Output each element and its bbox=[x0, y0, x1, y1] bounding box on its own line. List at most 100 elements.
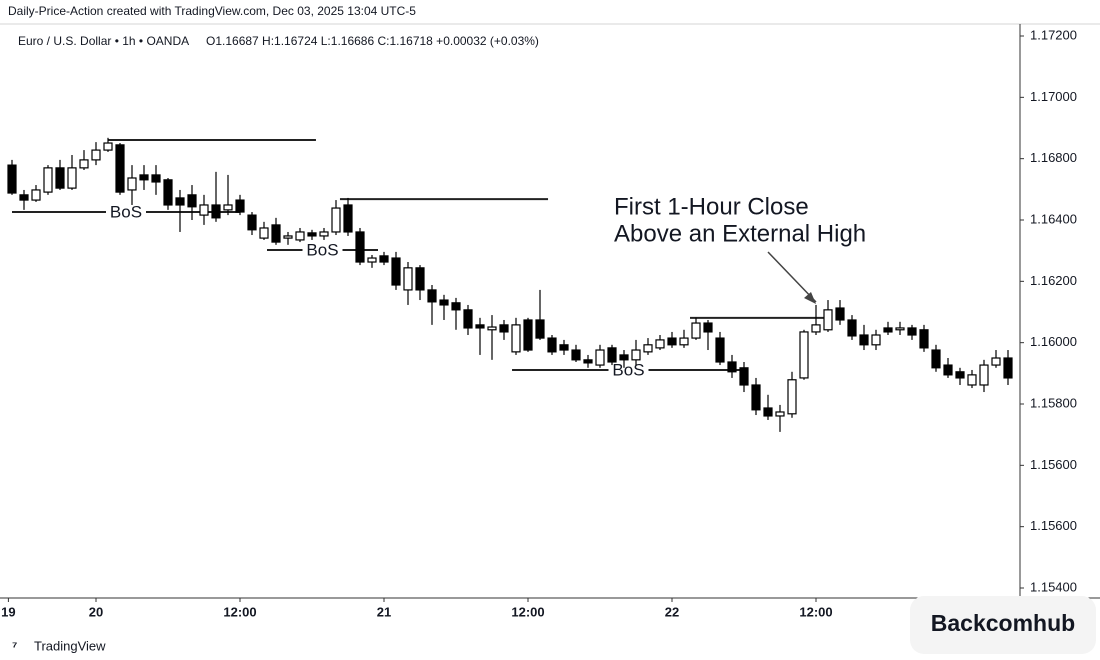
candle-body bbox=[439, 299, 449, 306]
x-tick-label: 19 bbox=[1, 604, 15, 619]
candle-body bbox=[799, 331, 809, 379]
candle-body bbox=[319, 231, 329, 237]
candle-body bbox=[823, 309, 833, 331]
candle-body bbox=[223, 204, 233, 211]
candle-body bbox=[991, 357, 1001, 366]
x-tick-label: 20 bbox=[89, 604, 103, 619]
candle-body bbox=[835, 307, 845, 321]
candle-body bbox=[547, 337, 557, 353]
candle-body bbox=[55, 167, 65, 189]
candle-body bbox=[727, 361, 737, 373]
candle-body bbox=[163, 179, 173, 206]
candle-body bbox=[499, 324, 509, 333]
x-tick-label: 22 bbox=[665, 604, 679, 619]
candle-body bbox=[211, 204, 221, 219]
candle-body bbox=[679, 337, 689, 346]
candle-body bbox=[523, 319, 533, 351]
candle-body bbox=[775, 411, 785, 417]
candle-body bbox=[703, 322, 713, 333]
y-tick-label: 1.15600 bbox=[1030, 518, 1077, 533]
y-tick-label: 1.16200 bbox=[1030, 273, 1077, 288]
candle-body bbox=[895, 327, 905, 331]
x-tick-label: 12:00 bbox=[511, 604, 544, 619]
y-tick-label: 1.17200 bbox=[1030, 27, 1077, 42]
candle-body bbox=[463, 309, 473, 329]
candle-body bbox=[763, 407, 773, 417]
bos-label: BoS bbox=[110, 203, 142, 222]
candle-body bbox=[643, 344, 653, 353]
x-tick-label: 21 bbox=[377, 604, 391, 619]
candle-body bbox=[667, 337, 677, 346]
candle-body bbox=[919, 329, 929, 349]
candle-body bbox=[175, 197, 185, 206]
watermark-bg bbox=[910, 596, 1096, 654]
candle-body bbox=[1003, 357, 1013, 379]
candle-body bbox=[379, 255, 389, 263]
tradingview-logo: ⁷ TradingView bbox=[12, 638, 106, 653]
x-tick-label: 12:00 bbox=[223, 604, 256, 619]
candle-body bbox=[787, 379, 797, 415]
label-bg bbox=[106, 202, 146, 223]
candle-body bbox=[139, 174, 149, 181]
annotation-line: Above an External High bbox=[614, 220, 866, 247]
bos-label: BoS bbox=[612, 360, 644, 379]
annotation-arrowhead bbox=[804, 292, 816, 304]
candle-body bbox=[355, 231, 365, 263]
candle-body bbox=[67, 167, 77, 189]
candle-body bbox=[475, 324, 485, 329]
candle-body bbox=[415, 267, 425, 291]
candle-body bbox=[43, 167, 53, 193]
candle-body bbox=[943, 364, 953, 376]
candle-body bbox=[595, 349, 605, 366]
candle-body bbox=[187, 194, 197, 208]
y-tick-label: 1.16400 bbox=[1030, 211, 1077, 226]
candle-body bbox=[235, 199, 245, 213]
candle-body bbox=[847, 319, 857, 337]
candle-body bbox=[535, 319, 545, 339]
watermark: Backcomhub bbox=[931, 610, 1075, 636]
candle-body bbox=[871, 334, 881, 346]
candle-body bbox=[739, 367, 749, 386]
y-tick-label: 1.15600 bbox=[1030, 457, 1077, 472]
candle-body bbox=[487, 326, 497, 331]
candle-body bbox=[511, 324, 521, 353]
candle-body bbox=[967, 374, 977, 386]
candle-body bbox=[451, 302, 461, 311]
candle-body bbox=[571, 349, 581, 361]
candle-body bbox=[271, 224, 281, 243]
candle-body bbox=[583, 359, 593, 364]
y-tick-label: 1.17000 bbox=[1030, 89, 1077, 104]
candle-body bbox=[691, 322, 701, 339]
candle-body bbox=[631, 349, 641, 361]
annotation-arrow bbox=[767, 251, 817, 303]
logo-text: TradingView bbox=[34, 638, 106, 653]
candle-body bbox=[343, 204, 353, 233]
candle-body bbox=[259, 227, 269, 239]
candle-body bbox=[427, 289, 437, 303]
ohlc-label: O1.16687 H:1.16724 L:1.16686 C:1.16718 +… bbox=[206, 34, 539, 48]
candle-body bbox=[331, 207, 341, 233]
y-tick-label: 1.15400 bbox=[1030, 579, 1077, 594]
candle-body bbox=[151, 174, 161, 183]
candle-body bbox=[307, 232, 317, 237]
candle-body bbox=[619, 354, 629, 361]
candle-body bbox=[283, 235, 293, 239]
candle-body bbox=[79, 159, 89, 169]
candle-body bbox=[931, 349, 941, 369]
candle-body bbox=[247, 214, 257, 231]
credit: Daily-Price-Action created with TradingV… bbox=[8, 4, 416, 18]
candle-body bbox=[103, 142, 113, 151]
candle-body bbox=[91, 149, 101, 161]
annotation-line: First 1-Hour Close bbox=[614, 193, 809, 220]
candle-body bbox=[127, 177, 137, 191]
candle-body bbox=[7, 164, 17, 194]
candle-body bbox=[655, 339, 665, 349]
candle-body bbox=[295, 231, 305, 241]
y-tick-label: 1.15800 bbox=[1030, 395, 1077, 410]
y-tick-label: 1.16000 bbox=[1030, 334, 1077, 349]
candle-body bbox=[559, 344, 569, 351]
candle-body bbox=[31, 189, 41, 201]
candle-body bbox=[811, 324, 821, 333]
